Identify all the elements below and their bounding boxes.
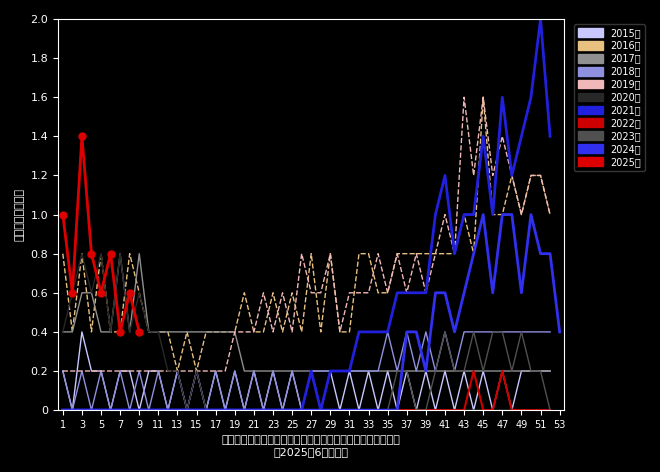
Y-axis label: 定点当たり患者数: 定点当たり患者数	[15, 188, 25, 241]
Legend: 2015年, 2016年, 2017年, 2018年, 2019年, 2020年, 2021年, 2022年, 2023年, 2024年, 2025年: 2015年, 2016年, 2017年, 2018年, 2019年, 2020年…	[574, 24, 645, 171]
X-axis label: 三重県のマイコプラズマ肺炎（基幹）定点当たり患者届出数
（2025年6月現在）: 三重県のマイコプラズマ肺炎（基幹）定点当たり患者届出数 （2025年6月現在）	[222, 435, 401, 457]
